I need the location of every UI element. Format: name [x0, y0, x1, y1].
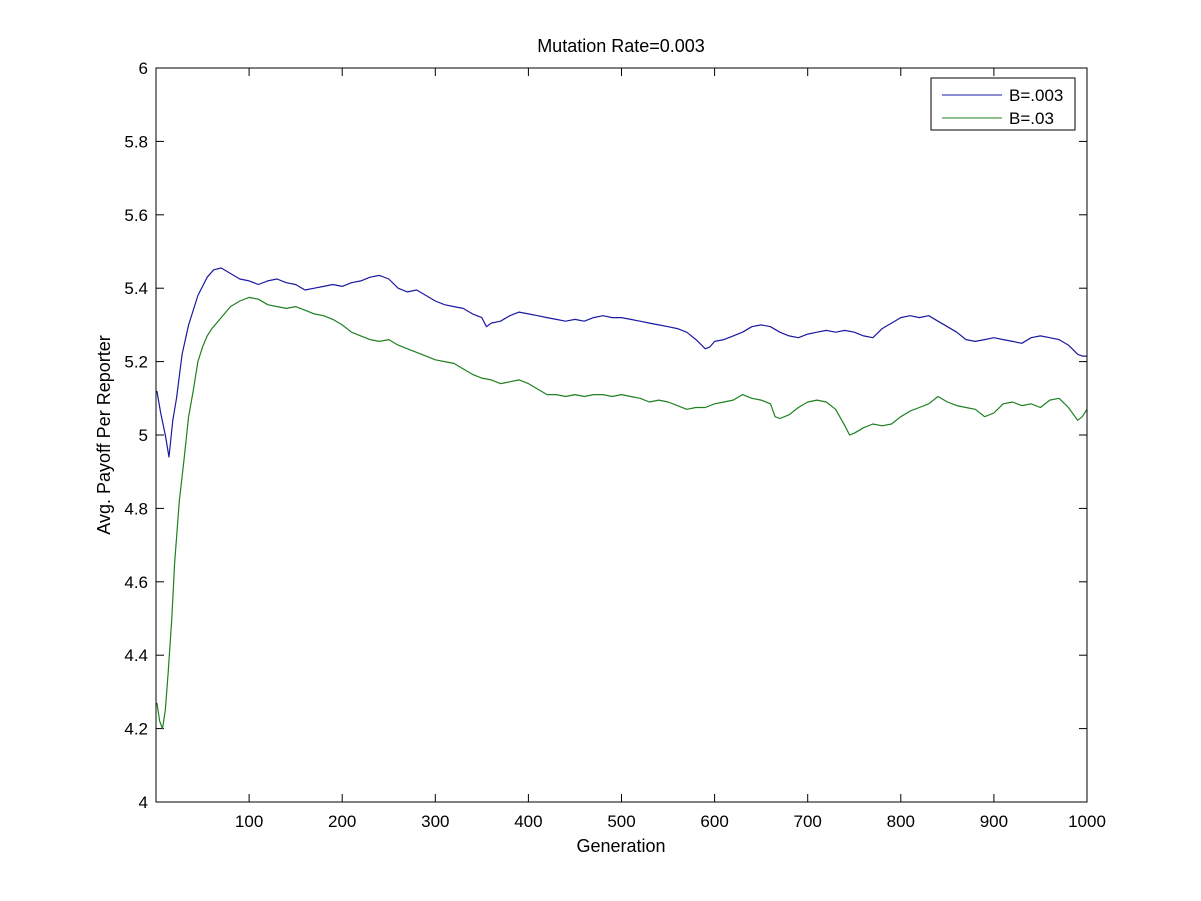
x-tick-label-7: 800	[887, 812, 915, 831]
y-tick-label-10: 6	[139, 59, 148, 78]
x-tick-label-8: 900	[980, 812, 1008, 831]
x-tick-label-4: 500	[607, 812, 635, 831]
x-tick-label-2: 300	[421, 812, 449, 831]
y-tick-label-4: 4.8	[124, 499, 148, 518]
y-tick-label-2: 4.4	[124, 646, 148, 665]
x-axis-label: Generation	[576, 836, 665, 856]
chart-title: Mutation Rate=0.003	[537, 36, 705, 56]
series-line-1	[156, 296, 1088, 730]
series-lines	[156, 267, 1088, 730]
axis-ticks: 100 200 300 400 500 600 700 800 900 1000 4 4.2 4.4 4.…	[124, 59, 1106, 831]
legend: B=.003 B=.03	[930, 77, 1076, 131]
y-tick-label-7: 5.4	[124, 279, 148, 298]
plot-area	[156, 68, 1087, 802]
x-tick-label-5: 600	[700, 812, 728, 831]
plot-frame	[155, 67, 1088, 803]
x-tick-label-9: 1000	[1068, 812, 1106, 831]
x-tick-label-1: 200	[328, 812, 356, 831]
x-tick-label-0: 100	[235, 812, 263, 831]
y-tick-label-9: 5.8	[124, 132, 148, 151]
y-axis-label: Avg. Payoff Per Reporter	[94, 335, 114, 534]
legend-label-b003: B=.003	[1009, 86, 1063, 105]
legend-label-b03: B=.03	[1009, 109, 1054, 128]
x-tick-label-6: 700	[794, 812, 822, 831]
y-tick-label-0: 4	[139, 793, 148, 812]
y-tick-label-5: 5	[139, 426, 148, 445]
y-tick-label-8: 5.6	[124, 206, 148, 225]
legend-box	[930, 77, 1076, 131]
y-tick-label-3: 4.6	[124, 573, 148, 592]
x-tick-label-3: 400	[514, 812, 542, 831]
y-tick-label-6: 5.2	[124, 353, 148, 372]
series-line-0	[156, 267, 1087, 458]
y-tick-label-1: 4.2	[124, 720, 148, 739]
